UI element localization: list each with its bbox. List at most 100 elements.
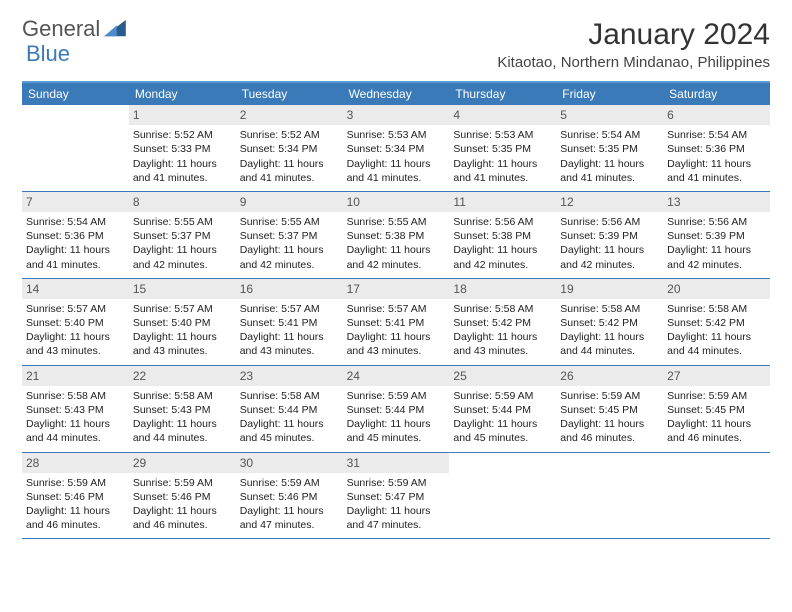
sunrise-line: Sunrise: 5:53 AM [453, 128, 552, 142]
date-number: 4 [449, 105, 556, 125]
sunrise-line: Sunrise: 5:54 AM [667, 128, 766, 142]
daylight-line: Daylight: 11 hours and 41 minutes. [560, 157, 659, 185]
date-number: 9 [236, 192, 343, 212]
title-block: January 2024 Kitaotao, Northern Mindanao… [497, 18, 770, 71]
date-number: 14 [22, 279, 129, 299]
sunset-line: Sunset: 5:34 PM [347, 142, 446, 156]
date-number: 30 [236, 453, 343, 473]
sunrise-line: Sunrise: 5:59 AM [667, 389, 766, 403]
logo-word2: Blue [26, 41, 70, 67]
sunrise-line: Sunrise: 5:52 AM [133, 128, 232, 142]
date-number: 8 [129, 192, 236, 212]
sunrise-line: Sunrise: 5:54 AM [26, 215, 125, 229]
date-number: 23 [236, 366, 343, 386]
day-cell: 19Sunrise: 5:58 AMSunset: 5:42 PMDayligh… [556, 279, 663, 365]
day-cell: 13Sunrise: 5:56 AMSunset: 5:39 PMDayligh… [663, 192, 770, 278]
date-number: 19 [556, 279, 663, 299]
sunrise-line: Sunrise: 5:59 AM [133, 476, 232, 490]
week-row: 7Sunrise: 5:54 AMSunset: 5:36 PMDaylight… [22, 192, 770, 279]
daylight-line: Daylight: 11 hours and 41 minutes. [453, 157, 552, 185]
sunrise-line: Sunrise: 5:55 AM [133, 215, 232, 229]
sunrise-line: Sunrise: 5:59 AM [453, 389, 552, 403]
date-number: 31 [343, 453, 450, 473]
calendar: SundayMondayTuesdayWednesdayThursdayFrid… [22, 81, 770, 539]
sunrise-line: Sunrise: 5:57 AM [347, 302, 446, 316]
day-header-cell: Tuesday [236, 83, 343, 105]
day-cell: 24Sunrise: 5:59 AMSunset: 5:44 PMDayligh… [343, 366, 450, 452]
daylight-line: Daylight: 11 hours and 44 minutes. [26, 417, 125, 445]
day-cell: 20Sunrise: 5:58 AMSunset: 5:42 PMDayligh… [663, 279, 770, 365]
sunrise-line: Sunrise: 5:58 AM [667, 302, 766, 316]
day-cell: 9Sunrise: 5:55 AMSunset: 5:37 PMDaylight… [236, 192, 343, 278]
sunset-line: Sunset: 5:45 PM [560, 403, 659, 417]
sunset-line: Sunset: 5:35 PM [560, 142, 659, 156]
date-number: 2 [236, 105, 343, 125]
sunset-line: Sunset: 5:33 PM [133, 142, 232, 156]
day-header-cell: Wednesday [343, 83, 450, 105]
day-cell: 12Sunrise: 5:56 AMSunset: 5:39 PMDayligh… [556, 192, 663, 278]
sunset-line: Sunset: 5:37 PM [240, 229, 339, 243]
date-number: 16 [236, 279, 343, 299]
date-number: 22 [129, 366, 236, 386]
empty-cell [449, 453, 556, 539]
logo-triangle-icon [104, 20, 126, 38]
day-cell: 28Sunrise: 5:59 AMSunset: 5:46 PMDayligh… [22, 453, 129, 539]
sunrise-line: Sunrise: 5:57 AM [133, 302, 232, 316]
day-cell: 31Sunrise: 5:59 AMSunset: 5:47 PMDayligh… [343, 453, 450, 539]
sunrise-line: Sunrise: 5:58 AM [26, 389, 125, 403]
sunrise-line: Sunrise: 5:58 AM [133, 389, 232, 403]
daylight-line: Daylight: 11 hours and 45 minutes. [240, 417, 339, 445]
date-number: 13 [663, 192, 770, 212]
date-number: 28 [22, 453, 129, 473]
location: Kitaotao, Northern Mindanao, Philippines [497, 54, 770, 71]
daylight-line: Daylight: 11 hours and 43 minutes. [347, 330, 446, 358]
date-number: 6 [663, 105, 770, 125]
daylight-line: Daylight: 11 hours and 41 minutes. [133, 157, 232, 185]
daylight-line: Daylight: 11 hours and 43 minutes. [240, 330, 339, 358]
day-cell: 17Sunrise: 5:57 AMSunset: 5:41 PMDayligh… [343, 279, 450, 365]
sunset-line: Sunset: 5:45 PM [667, 403, 766, 417]
logo-word1: General [22, 18, 100, 40]
day-header-cell: Monday [129, 83, 236, 105]
date-number: 1 [129, 105, 236, 125]
date-number: 3 [343, 105, 450, 125]
day-header-cell: Saturday [663, 83, 770, 105]
sunset-line: Sunset: 5:42 PM [667, 316, 766, 330]
sunset-line: Sunset: 5:42 PM [560, 316, 659, 330]
day-cell: 1 Sunrise: 5:52 AMSunset: 5:33 PMDaylight… [129, 105, 236, 191]
day-header-cell: Friday [556, 83, 663, 105]
daylight-line: Daylight: 11 hours and 42 minutes. [453, 243, 552, 271]
daylight-line: Daylight: 11 hours and 41 minutes. [26, 243, 125, 271]
daylight-line: Daylight: 11 hours and 44 minutes. [667, 330, 766, 358]
sunset-line: Sunset: 5:36 PM [26, 229, 125, 243]
sunset-line: Sunset: 5:35 PM [453, 142, 552, 156]
date-number: 15 [129, 279, 236, 299]
sunrise-line: Sunrise: 5:59 AM [240, 476, 339, 490]
week-row: 1Sunrise: 5:52 AMSunset: 5:33 PMDaylight… [22, 105, 770, 192]
day-cell: 18Sunrise: 5:58 AMSunset: 5:42 PMDayligh… [449, 279, 556, 365]
sunset-line: Sunset: 5:39 PM [560, 229, 659, 243]
date-number: 25 [449, 366, 556, 386]
date-number: 26 [556, 366, 663, 386]
day-cell: 14Sunrise: 5:57 AMSunset: 5:40 PMDayligh… [22, 279, 129, 365]
sunset-line: Sunset: 5:34 PM [240, 142, 339, 156]
sunrise-line: Sunrise: 5:52 AM [240, 128, 339, 142]
sunset-line: Sunset: 5:46 PM [240, 490, 339, 504]
empty-cell [556, 453, 663, 539]
day-header-cell: Thursday [449, 83, 556, 105]
date-number: 12 [556, 192, 663, 212]
logo: General [22, 18, 128, 40]
day-cell: 26Sunrise: 5:59 AMSunset: 5:45 PMDayligh… [556, 366, 663, 452]
sunrise-line: Sunrise: 5:59 AM [560, 389, 659, 403]
sunset-line: Sunset: 5:44 PM [240, 403, 339, 417]
sunset-line: Sunset: 5:37 PM [133, 229, 232, 243]
sunrise-line: Sunrise: 5:59 AM [347, 476, 446, 490]
daylight-line: Daylight: 11 hours and 46 minutes. [26, 504, 125, 532]
sunset-line: Sunset: 5:40 PM [133, 316, 232, 330]
sunset-line: Sunset: 5:47 PM [347, 490, 446, 504]
header: General January 2024 Kitaotao, Northern … [22, 18, 770, 71]
sunrise-line: Sunrise: 5:56 AM [667, 215, 766, 229]
day-cell: 30Sunrise: 5:59 AMSunset: 5:46 PMDayligh… [236, 453, 343, 539]
date-number: 21 [22, 366, 129, 386]
day-cell: 25Sunrise: 5:59 AMSunset: 5:44 PMDayligh… [449, 366, 556, 452]
